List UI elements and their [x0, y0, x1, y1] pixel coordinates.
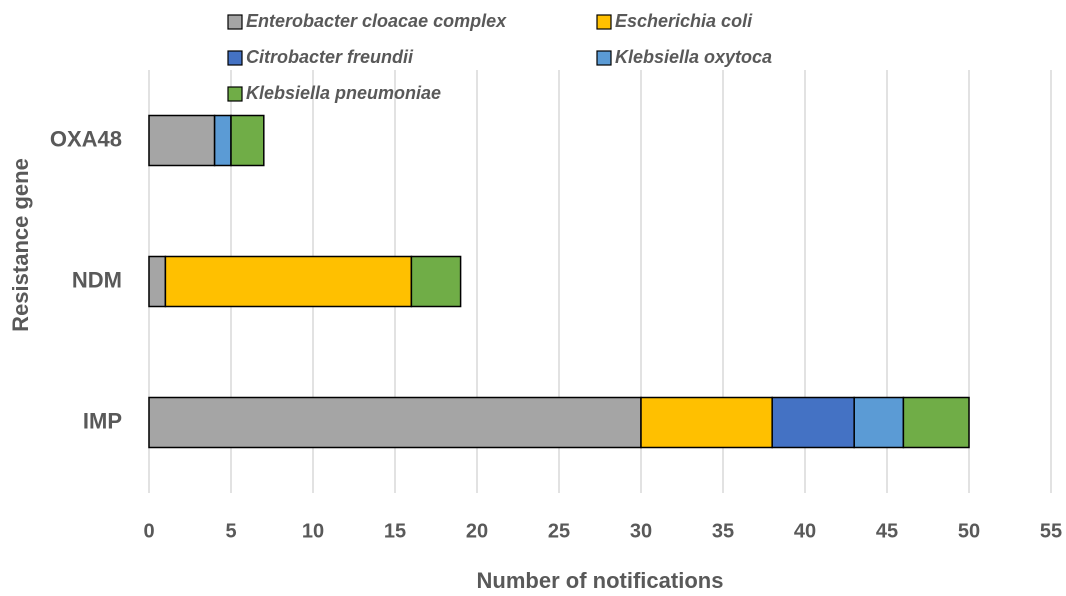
legend-label: Escherichia coli	[615, 11, 753, 31]
legend-swatch	[227, 14, 243, 30]
bar-segment	[164, 255, 413, 308]
x-tick-label: 35	[712, 520, 734, 542]
bar-segment	[213, 114, 232, 167]
y-axis-title: Resistance gene	[8, 158, 33, 332]
x-tick-label: 20	[466, 520, 488, 542]
bar-segment	[148, 114, 216, 167]
legend-swatch	[227, 50, 243, 66]
x-tick-label: 0	[143, 520, 154, 542]
bar-segment	[148, 255, 167, 308]
bar-segment	[853, 396, 905, 449]
x-tick-label: 30	[630, 520, 652, 542]
legend-swatch	[596, 14, 612, 30]
y-tick-label: NDM	[72, 267, 122, 292]
legend-swatch	[596, 50, 612, 66]
x-tick-label: 45	[876, 520, 898, 542]
x-tick-label: 10	[302, 520, 324, 542]
x-axis-title: Number of notifications	[477, 568, 724, 593]
legend-label: Enterobacter cloacae complex	[246, 11, 507, 31]
x-tick-label: 5	[225, 520, 236, 542]
legend-label: Klebsiella oxytoca	[615, 47, 772, 67]
bar-segment	[410, 255, 462, 308]
bar-segment	[148, 396, 642, 449]
bar-segment	[771, 396, 855, 449]
legend-label: Klebsiella pneumoniae	[246, 83, 441, 103]
y-tick-label: OXA48	[50, 126, 122, 151]
legend-label: Citrobacter freundii	[246, 47, 414, 67]
y-tick-label: IMP	[83, 408, 122, 433]
bar-segment	[902, 396, 970, 449]
x-tick-label: 50	[958, 520, 980, 542]
x-tick-label: 15	[384, 520, 406, 542]
bar-segment	[640, 396, 773, 449]
legend-swatch	[227, 86, 243, 102]
bar-segment	[230, 114, 265, 167]
x-tick-label: 40	[794, 520, 816, 542]
x-tick-label: 55	[1040, 520, 1062, 542]
x-tick-label: 25	[548, 520, 570, 542]
